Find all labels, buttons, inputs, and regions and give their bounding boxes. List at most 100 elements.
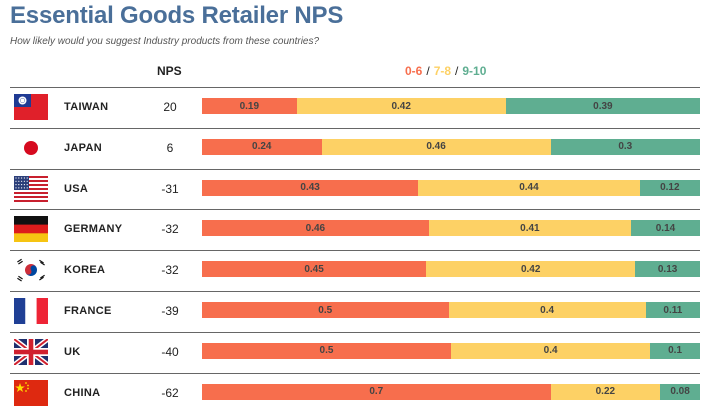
data-label: 0.44 xyxy=(519,182,539,194)
bar-segment-promoter: 0.39 xyxy=(505,98,700,114)
data-label: 0.19 xyxy=(239,100,260,112)
nps-value: -32 xyxy=(161,222,179,237)
legend-separator: / xyxy=(455,64,459,78)
data-label: 0.43 xyxy=(300,182,320,194)
data-label: 0.5 xyxy=(318,304,333,316)
nps-value: -40 xyxy=(161,344,179,359)
nps-value: 6 xyxy=(166,140,174,155)
stacked-bar: 0.43 0.44 0.12 xyxy=(202,179,700,196)
bar-segment-detractor: 0.46 xyxy=(202,220,429,237)
bar-segment-passive: 0.46 xyxy=(321,138,551,155)
country-label: KOREA xyxy=(64,264,106,277)
bar-segment-passive: 0.4 xyxy=(451,342,651,359)
bar-segment-passive: 0.22 xyxy=(550,383,661,400)
data-label: 0.1 xyxy=(668,345,683,357)
stacked-bar: 0.45 0.42 0.13 xyxy=(202,261,700,278)
data-label: 0.41 xyxy=(520,222,540,234)
stacked-bar: 0.46 0.41 0.14 xyxy=(202,220,700,237)
row-germany: GERMANY -32 0.46 0.41 0.14 xyxy=(0,209,710,250)
uk-flag xyxy=(14,338,48,365)
data-label: 0.46 xyxy=(305,222,326,234)
data-label: 0.7 xyxy=(369,386,384,398)
country-label: USA xyxy=(64,182,89,195)
bar-segment-detractor: 0.5 xyxy=(202,302,449,318)
france-flag xyxy=(14,298,48,324)
taiwan-flag xyxy=(14,94,48,120)
data-label: 0.42 xyxy=(520,263,541,275)
row-divider xyxy=(10,209,700,211)
china-flag xyxy=(14,379,48,406)
row-divider xyxy=(10,168,700,170)
stacked-bar: 0.24 0.46 0.3 xyxy=(202,138,700,155)
data-label: 0.39 xyxy=(593,100,613,112)
data-label: 0.13 xyxy=(657,263,678,275)
japan-flag xyxy=(14,134,48,161)
data-label: 0.5 xyxy=(319,345,334,357)
bar-segment-promoter: 0.3 xyxy=(550,138,700,155)
data-label: 0.45 xyxy=(304,263,324,275)
nps-value: 20 xyxy=(163,100,177,114)
stacked-bar: 0.5 0.4 0.1 xyxy=(202,342,700,359)
bar-segment-passive: 0.42 xyxy=(296,98,506,114)
country-label: UK xyxy=(64,345,81,358)
row-divider xyxy=(10,291,700,292)
bar-segment-passive: 0.4 xyxy=(448,302,646,318)
country-label: TAIWAN xyxy=(64,101,109,113)
row-uk: UK -40 0.5 0.4 0.1 xyxy=(0,331,710,373)
row-korea: KOREA -32 0.45 0.42 0.13 xyxy=(0,250,710,291)
korea-flag xyxy=(14,257,48,284)
nps-value: -62 xyxy=(161,385,179,400)
bar-segment-promoter: 0.13 xyxy=(635,261,700,278)
data-label: 0.4 xyxy=(543,345,558,357)
chart-title: Essential Goods Retailer NPS xyxy=(10,2,344,29)
legend-separator: / xyxy=(426,64,430,78)
bar-segment-detractor: 0.45 xyxy=(202,261,427,278)
row-japan: JAPAN 6 0.24 0.46 0.3 xyxy=(0,127,710,169)
bar-segment-passive: 0.42 xyxy=(426,261,636,278)
data-label: 0.14 xyxy=(655,222,676,234)
nps-value: -31 xyxy=(161,181,179,196)
germany-flag xyxy=(14,216,48,243)
bar-segment-promoter: 0.08 xyxy=(660,383,700,400)
country-label: CHINA xyxy=(64,386,101,399)
legend-promoter: 9-10 xyxy=(462,64,487,78)
bar-segment-detractor: 0.7 xyxy=(202,383,551,400)
data-label: 0.46 xyxy=(426,141,446,153)
bar-segment-detractor: 0.24 xyxy=(202,138,322,155)
data-label: 0.11 xyxy=(663,304,683,316)
legend: 0-6/7-8/9-10 xyxy=(404,64,487,78)
stacked-bar: 0.19 0.42 0.39 xyxy=(202,98,700,114)
bar-segment-promoter: 0.14 xyxy=(630,220,700,237)
row-france: FRANCE -39 0.5 0.4 0.11 xyxy=(0,291,710,332)
row-china: CHINA -62 0.7 0.22 0.08 xyxy=(0,372,710,414)
data-label: 0.12 xyxy=(660,182,680,194)
row-divider xyxy=(10,127,700,129)
legend-passive: 7-8 xyxy=(433,64,452,78)
row-divider xyxy=(10,87,700,88)
chart-subtitle: How likely would you suggest Industry pr… xyxy=(10,36,320,47)
usa-flag xyxy=(14,175,48,202)
bar-segment-detractor: 0.43 xyxy=(202,179,419,196)
country-label: FRANCE xyxy=(64,305,112,317)
country-label: JAPAN xyxy=(64,141,102,154)
stacked-bar: 0.5 0.4 0.11 xyxy=(202,302,700,318)
bar-segment-promoter: 0.11 xyxy=(645,302,700,318)
data-label: 0.22 xyxy=(595,386,616,398)
data-label: 0.24 xyxy=(252,141,272,153)
stacked-bar: 0.7 0.22 0.08 xyxy=(202,383,700,400)
row-divider xyxy=(10,250,700,252)
row-divider xyxy=(10,372,700,374)
country-label: GERMANY xyxy=(64,223,123,236)
nps-column-header: NPS xyxy=(157,64,182,78)
row-usa: USA -31 0.43 0.44 0.12 xyxy=(0,168,710,210)
bar-segment-detractor: 0.5 xyxy=(202,342,451,359)
data-label: 0.4 xyxy=(540,304,555,316)
nps-value: -39 xyxy=(161,304,179,318)
bar-segment-promoter: 0.1 xyxy=(650,342,700,359)
bar-segment-promoter: 0.12 xyxy=(639,179,700,196)
row-taiwan: TAIWAN 20 0.19 0.42 0.39 xyxy=(0,87,710,128)
row-divider xyxy=(10,331,700,333)
legend-detractor: 0-6 xyxy=(405,64,423,78)
data-label: 0.3 xyxy=(618,141,633,153)
bar-segment-passive: 0.44 xyxy=(418,179,640,196)
